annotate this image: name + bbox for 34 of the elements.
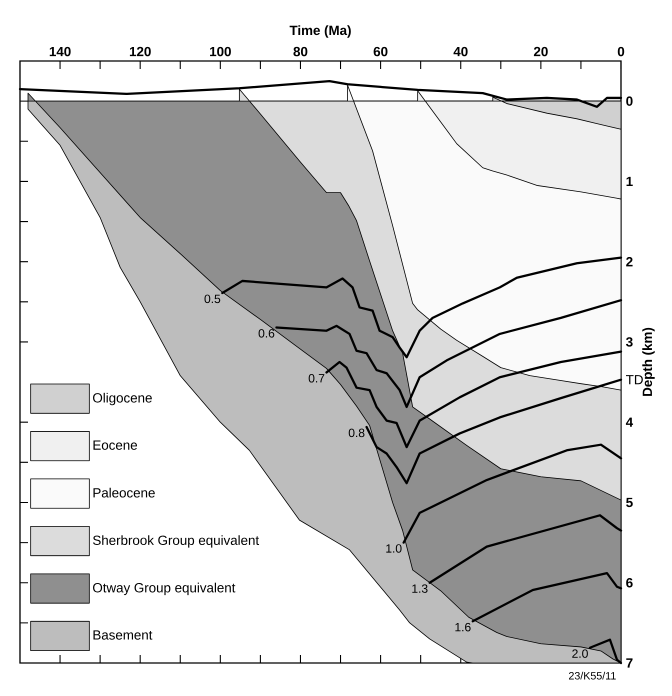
series-label: 1.3 xyxy=(412,584,428,593)
y-tick-label: 2 xyxy=(626,257,633,266)
y-tick-label: 3 xyxy=(626,337,633,347)
series-label: 1.0 xyxy=(386,544,402,553)
y-tick-label: 1 xyxy=(626,176,633,186)
x-tick-label: 100 xyxy=(210,46,231,56)
series-label: 2.0 xyxy=(572,649,588,658)
x-tick-label: 80 xyxy=(293,46,308,56)
series-label: 0.5 xyxy=(204,294,220,304)
legend-label: Eocene xyxy=(93,440,138,450)
x-tick-label: 140 xyxy=(50,46,71,56)
series-label: 0.7 xyxy=(308,374,324,383)
series-label: 1.6 xyxy=(455,622,471,632)
x-tick-label: 40 xyxy=(454,46,468,56)
legend-label: Basement xyxy=(93,630,152,640)
legend-label: Sherbrook Group equivalent xyxy=(93,535,260,548)
series-label: 0.8 xyxy=(348,428,364,438)
x-axis-title: Time (Ma) xyxy=(290,25,351,38)
legend-label: Oligocene xyxy=(93,392,152,406)
legend-label: Paleocene xyxy=(93,488,155,498)
y-tick-label: 7 xyxy=(626,658,633,668)
y-tick-label: 5 xyxy=(626,498,633,508)
x-tick-label: 60 xyxy=(374,46,388,56)
x-tick-label: 0 xyxy=(618,46,624,56)
x-tick-label: 120 xyxy=(130,46,151,56)
annotation: TD xyxy=(626,375,643,384)
text: 23/K55/11 xyxy=(568,672,616,680)
series-label: 0.6 xyxy=(258,329,274,338)
legend-label: Otway Group equivalent xyxy=(93,582,236,596)
y-axis-title: Depth (km) xyxy=(642,328,655,396)
y-tick-label: 4 xyxy=(626,418,634,427)
y-tick-label: 6 xyxy=(626,578,633,588)
y-tick-label: 0 xyxy=(626,96,633,106)
x-tick-label: 20 xyxy=(534,46,548,56)
